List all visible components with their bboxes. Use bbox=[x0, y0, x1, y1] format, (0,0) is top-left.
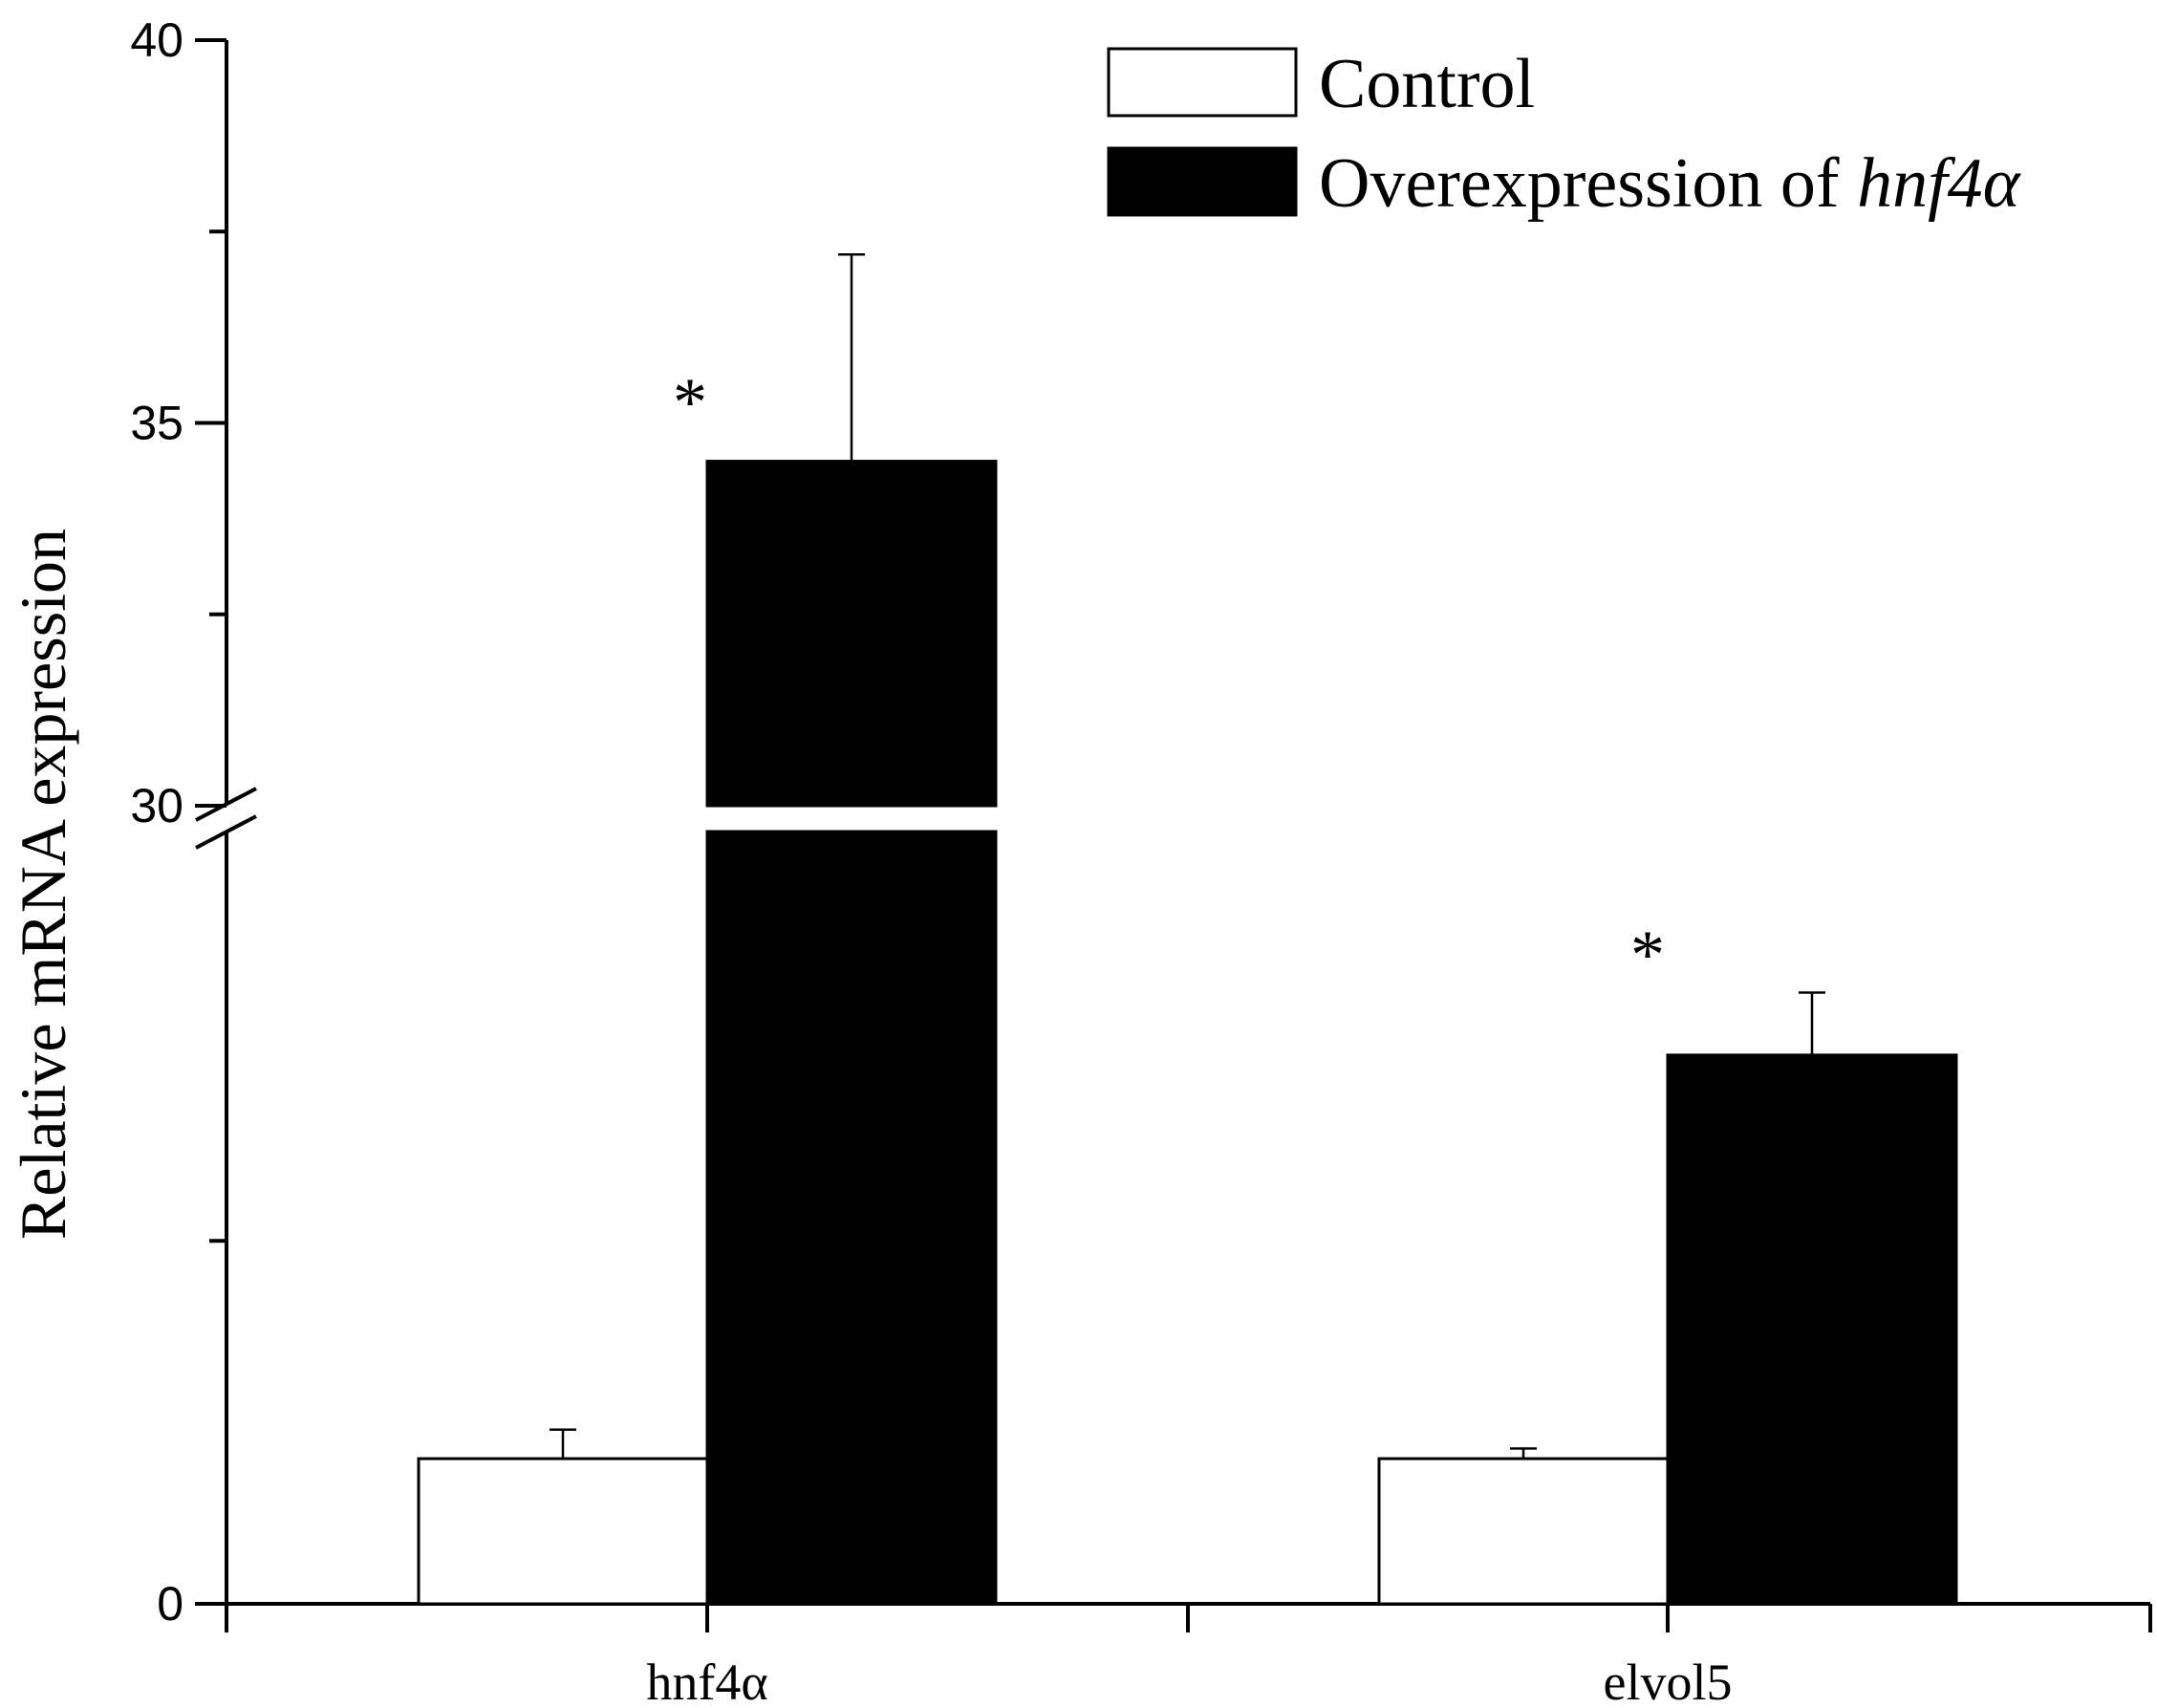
y-tick-label: 0 bbox=[157, 1577, 183, 1631]
y-tick-label: 35 bbox=[130, 397, 183, 450]
bar bbox=[417, 1457, 709, 1606]
legend-label: Control bbox=[1319, 45, 1535, 123]
bar bbox=[1666, 1053, 1958, 1606]
error-bars bbox=[550, 253, 1825, 1459]
bar bbox=[1377, 1457, 1670, 1606]
bar-upper-segment bbox=[705, 460, 998, 808]
x-category-label: hnf4α bbox=[646, 1654, 767, 1708]
bars bbox=[417, 460, 1958, 1606]
x-category-label: elvol5 bbox=[1604, 1654, 1733, 1708]
y-tick-label: 40 bbox=[130, 13, 183, 67]
labels: 30 35 40 0 hnf4α elvol5 * * Relative mRNA expres… bbox=[7, 13, 1732, 1708]
significance-star: * bbox=[673, 364, 707, 441]
y-axis-title: Relative mRNA expression bbox=[7, 529, 79, 1240]
bar-lower-segment bbox=[705, 830, 998, 1606]
y-tick-label: 30 bbox=[130, 779, 183, 832]
axis-break-mark bbox=[195, 814, 257, 850]
significance-star: * bbox=[1630, 917, 1665, 993]
legend-swatch-overexpression bbox=[1107, 146, 1298, 217]
legend-label: Overexpression of hnf4α bbox=[1319, 144, 2022, 223]
legend-swatch-control bbox=[1107, 47, 1298, 118]
legend: Control Overexpression of hnf4α bbox=[1107, 45, 2022, 223]
